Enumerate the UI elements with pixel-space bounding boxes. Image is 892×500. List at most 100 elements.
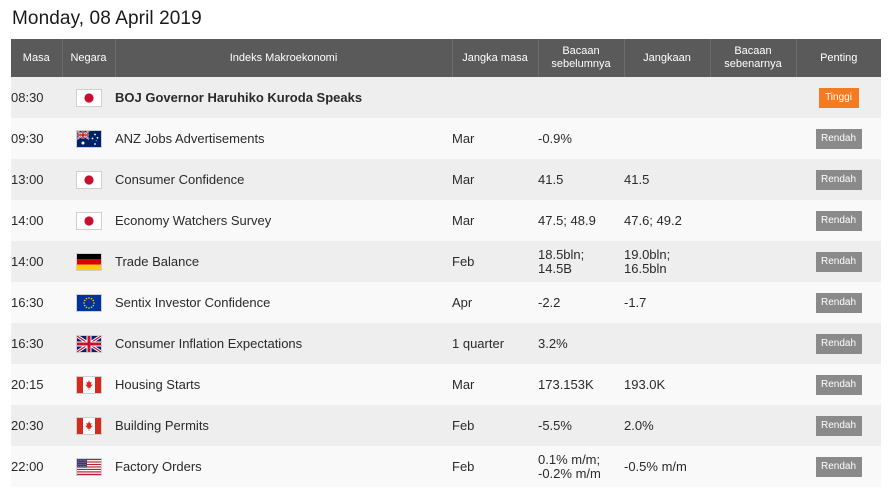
row-previous: -5.5% bbox=[538, 417, 572, 433]
importance-badge: Tinggi bbox=[818, 87, 859, 108]
canada-flag-icon bbox=[76, 417, 101, 434]
row-indicator[interactable]: Trade Balance bbox=[115, 253, 200, 269]
row-country bbox=[62, 77, 115, 118]
row-importance: Tinggi bbox=[796, 77, 881, 118]
row-period: Feb bbox=[452, 253, 475, 269]
col-header-actual: Bacaan sebenarnya bbox=[710, 39, 797, 77]
table-row[interactable]: 14:00 Economy Watchers Survey Mar 47.5; 48.… bbox=[11, 200, 881, 241]
row-previous: 0.1% m/m; -0.2% m/m bbox=[538, 451, 601, 481]
row-forecast: -1.7 bbox=[624, 294, 647, 310]
row-country bbox=[62, 118, 115, 159]
importance-badge: Rendah bbox=[815, 251, 862, 272]
row-indicator[interactable]: Consumer Inflation Expectations bbox=[115, 335, 303, 351]
row-indicator[interactable]: Factory Orders bbox=[115, 458, 202, 474]
col-header-period: Jangka masa bbox=[452, 39, 539, 77]
row-time: 13:00 bbox=[11, 171, 44, 187]
importance-badge: Rendah bbox=[815, 374, 862, 395]
usa-flag-icon bbox=[76, 458, 101, 475]
row-country bbox=[62, 446, 115, 487]
row-time: 16:30 bbox=[11, 335, 44, 351]
row-period: Feb bbox=[452, 458, 475, 474]
row-period bbox=[452, 77, 538, 118]
canada-flag-icon bbox=[76, 376, 101, 393]
table-row[interactable]: 16:30 Consumer Inflation Expectations 1 qu… bbox=[11, 323, 881, 364]
row-period: Mar bbox=[452, 376, 475, 392]
row-actual bbox=[710, 159, 796, 200]
row-time: 14:00 bbox=[11, 212, 44, 228]
row-country bbox=[62, 364, 115, 405]
row-period: Mar bbox=[452, 130, 475, 146]
japan-flag-icon bbox=[76, 89, 101, 106]
table-row[interactable]: 16:30 Sentix Investor Confidence Apr -2.2 -1… bbox=[11, 282, 881, 323]
japan-flag-icon bbox=[76, 212, 101, 229]
row-country bbox=[62, 200, 115, 241]
row-time: 14:00 bbox=[11, 253, 44, 269]
row-indicator[interactable]: BOJ Governor Haruhiko Kuroda Speaks bbox=[115, 89, 363, 105]
row-indicator[interactable]: Housing Starts bbox=[115, 376, 201, 392]
row-time: 16:30 bbox=[11, 294, 44, 310]
col-header-country: Negara bbox=[62, 39, 116, 77]
row-forecast bbox=[624, 118, 710, 159]
row-country bbox=[62, 282, 115, 323]
eu-flag-icon bbox=[76, 294, 101, 311]
row-importance: Rendah bbox=[796, 200, 881, 241]
row-time: 20:30 bbox=[11, 417, 44, 433]
col-header-indicator: Indeks Makroekonomi bbox=[115, 39, 453, 77]
australia-flag-icon bbox=[76, 130, 101, 147]
row-previous: 41.5 bbox=[538, 171, 564, 187]
table-row[interactable]: 22:00 Factory Orders Feb 0.1% m/m; -0.2% m/… bbox=[11, 446, 881, 487]
col-header-time: Masa bbox=[11, 39, 63, 77]
row-actual bbox=[710, 77, 796, 118]
col-header-importance: Penting bbox=[820, 51, 858, 64]
importance-badge: Rendah bbox=[815, 415, 862, 436]
row-actual bbox=[710, 364, 796, 405]
row-previous: 18.5bln; 14.5B bbox=[538, 246, 585, 276]
row-forecast bbox=[624, 77, 710, 118]
row-indicator[interactable]: Economy Watchers Survey bbox=[115, 212, 272, 228]
row-actual bbox=[710, 241, 796, 282]
importance-badge: Rendah bbox=[815, 456, 862, 477]
row-country bbox=[62, 323, 115, 364]
row-actual bbox=[710, 405, 796, 446]
table-row[interactable]: 08:30 BOJ Governor Haruhiko Kuroda Speaks… bbox=[11, 77, 881, 118]
row-time: 22:00 bbox=[11, 458, 44, 474]
row-forecast: -0.5% m/m bbox=[624, 458, 687, 474]
row-indicator[interactable]: Building Permits bbox=[115, 417, 209, 433]
row-importance: Rendah bbox=[796, 241, 881, 282]
row-previous: -0.9% bbox=[538, 130, 572, 146]
row-indicator[interactable]: Sentix Investor Confidence bbox=[115, 294, 271, 310]
table-header-row: Masa Negara Indeks Makroekonomi Jangka m… bbox=[11, 39, 881, 77]
table-row[interactable]: 20:15 Housing Starts Mar 173.153K 193.0K Rend… bbox=[11, 364, 881, 405]
uk-flag-icon bbox=[76, 335, 101, 352]
page-title: Monday, 08 April 2019 bbox=[12, 8, 202, 29]
row-country bbox=[62, 241, 115, 282]
col-header-forecast: Jangkaan bbox=[624, 39, 711, 77]
importance-badge: Rendah bbox=[815, 210, 862, 231]
row-forecast: 41.5 bbox=[624, 171, 650, 187]
row-previous: -2.2 bbox=[538, 294, 561, 310]
importance-badge: Rendah bbox=[815, 292, 862, 313]
row-forecast: 19.0bln; 16.5bln bbox=[624, 246, 671, 276]
row-forecast: 193.0K bbox=[624, 376, 666, 392]
row-importance: Rendah bbox=[796, 118, 881, 159]
row-actual bbox=[710, 118, 796, 159]
row-time: 09:30 bbox=[11, 130, 44, 146]
importance-badge: Rendah bbox=[815, 169, 862, 190]
table-row[interactable]: 13:00 Consumer Confidence Mar 41.5 41.5 Renda… bbox=[11, 159, 881, 200]
table-row[interactable]: 09:30 ANZ Jobs Advertisements Mar -0.9% Rend… bbox=[11, 118, 881, 159]
row-country bbox=[62, 405, 115, 446]
japan-flag-icon bbox=[76, 171, 101, 188]
row-importance: Rendah bbox=[796, 446, 881, 487]
row-time: 08:30 bbox=[11, 89, 44, 105]
germany-flag-icon bbox=[76, 253, 101, 270]
row-importance: Rendah bbox=[796, 159, 881, 200]
row-indicator[interactable]: ANZ Jobs Advertisements bbox=[115, 130, 265, 146]
table-row[interactable]: 14:00 Trade Balance Feb 18.5bln; 14.5B 19.0b… bbox=[11, 241, 881, 282]
row-previous: 47.5; 48.9 bbox=[538, 212, 596, 228]
row-indicator[interactable]: Consumer Confidence bbox=[115, 171, 245, 187]
row-importance: Rendah bbox=[796, 364, 881, 405]
row-previous: 173.153K bbox=[538, 376, 594, 392]
table-row[interactable]: 20:30 Building Permits Feb -5.5% 2.0% Rendah bbox=[11, 405, 881, 446]
importance-badge: Rendah bbox=[815, 333, 862, 354]
col-header-previous: Bacaan sebelumnya bbox=[538, 39, 625, 77]
